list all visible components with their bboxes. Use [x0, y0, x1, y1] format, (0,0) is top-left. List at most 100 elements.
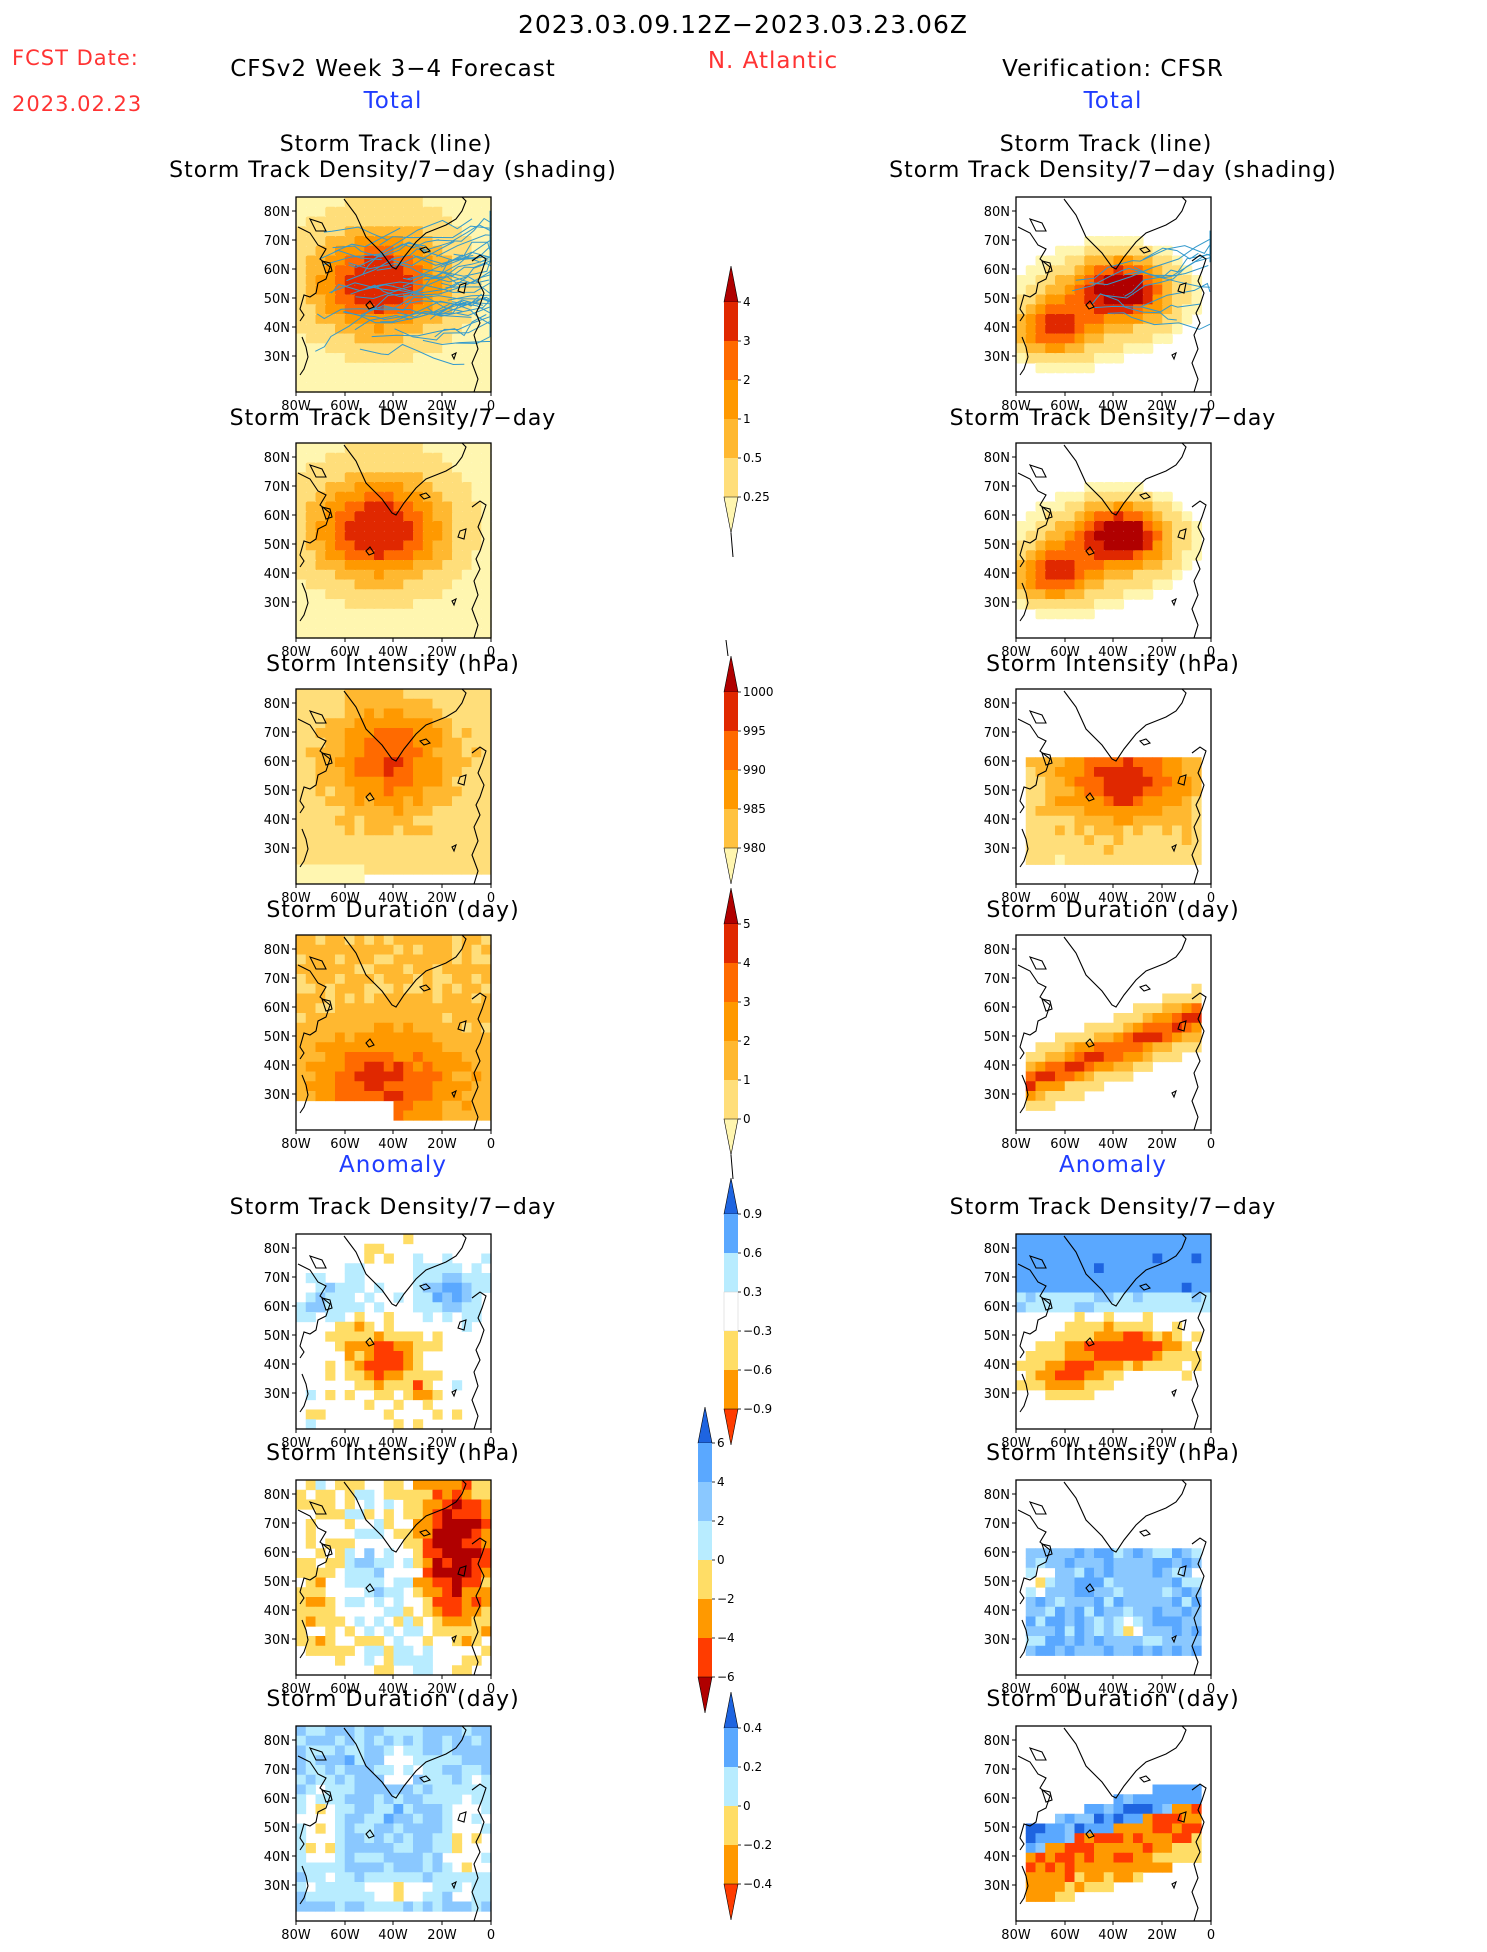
lat-tick-label: 60N [984, 755, 1010, 770]
lon-tick-label: 20W [427, 891, 457, 906]
lat-tick-label: 50N [264, 1821, 290, 1836]
lat-tick-label: 50N [984, 784, 1010, 799]
map-panel-11: 80N 70N 60N 50N 40N 30N 80W 60W 40W 20W 0 [984, 1479, 1215, 1697]
lat-tick-label: 30N [984, 596, 1010, 611]
colorbar-intensity-total: 1000 995 990 985 980 [723, 640, 774, 885]
lon-tick-label: 40W [378, 1928, 408, 1943]
vf-duration-title: Storm Duration (day) [986, 898, 1240, 923]
coastline [297, 442, 487, 639]
colorbar-label: 980 [743, 841, 766, 855]
colorbar-label: 5 [743, 917, 751, 931]
lon-tick-label: 80W [281, 1928, 311, 1943]
lat-tick-label: 60N [984, 263, 1010, 278]
lon-tick-label: 20W [427, 1682, 457, 1697]
coastline [297, 688, 487, 885]
lat-tick-label: 50N [984, 1575, 1010, 1590]
map-panel-6: 80N 70N 60N 50N 40N 30N 80W 60W 40W 20W 0 [264, 934, 495, 1152]
lat-tick-label: 40N [264, 1850, 290, 1865]
colorbar-label: −0.9 [743, 1402, 772, 1416]
colorbar-label: 1 [743, 412, 751, 426]
colorbar-label: 1 [743, 1073, 751, 1087]
lon-tick-label: 40W [1098, 891, 1128, 906]
lon-tick-label: 80W [1001, 399, 1031, 414]
vf-intensity-title: Storm Intensity (hPa) [986, 652, 1240, 677]
lat-tick-label: 80N [264, 1242, 290, 1257]
lat-tick-label: 50N [984, 292, 1010, 307]
lat-tick-label: 50N [984, 1821, 1010, 1836]
lat-tick-label: 30N [984, 1879, 1010, 1894]
lat-tick-label: 40N [264, 1604, 290, 1619]
lon-tick-label: 20W [1147, 1682, 1177, 1697]
coastline [297, 1233, 487, 1430]
lat-tick-label: 40N [984, 321, 1010, 336]
map-panel-12: 80N 70N 60N 50N 40N 30N 80W 60W 40W 20W 0 [264, 1725, 495, 1943]
vf-track-shading-title: Storm Track Density/7−day (shading) [889, 158, 1337, 183]
date-range-title: 2023.03.09.12Z−2023.03.23.06Z [518, 10, 968, 39]
lon-tick-label: 20W [1147, 1137, 1177, 1152]
coastline [1017, 442, 1207, 639]
fc-intensity-anom-title: Storm Intensity (hPa) [266, 1441, 520, 1466]
lat-tick-label: 30N [984, 842, 1010, 857]
colorbar-label: 4 [743, 295, 751, 309]
coastline [1017, 1725, 1207, 1922]
lat-tick-label: 30N [264, 350, 290, 365]
lat-tick-label: 60N [264, 263, 290, 278]
lat-tick-label: 50N [264, 538, 290, 553]
lon-tick-label: 80W [1001, 891, 1031, 906]
colorbar-label: 0.4 [743, 1721, 762, 1735]
lon-tick-label: 40W [378, 1436, 408, 1451]
lon-tick-label: 40W [1098, 1137, 1128, 1152]
lat-tick-label: 70N [264, 726, 290, 741]
lon-tick-label: 60W [330, 1682, 360, 1697]
lon-tick-label: 60W [1050, 645, 1080, 660]
colorbar-label: −0.3 [743, 1324, 772, 1338]
lon-tick-label: 20W [1147, 399, 1177, 414]
lon-tick-label: 40W [1098, 1928, 1128, 1943]
lat-tick-label: 40N [984, 813, 1010, 828]
lat-tick-label: 50N [264, 1575, 290, 1590]
lon-tick-label: 80W [281, 1137, 311, 1152]
map-panel-0: 80N 70N 60N 50N 40N 30N 80W 60W 40W 20W 0 [264, 196, 495, 414]
field-shading [296, 689, 492, 885]
fc-intensity-title: Storm Intensity (hPa) [266, 652, 520, 677]
lon-tick-label: 60W [330, 1436, 360, 1451]
lat-tick-label: 60N [264, 1792, 290, 1807]
lon-tick-label: 0 [1207, 1436, 1215, 1451]
fc-duration-anom-title: Storm Duration (day) [266, 1687, 520, 1712]
lat-tick-label: 60N [264, 1001, 290, 1016]
coastline [1017, 688, 1207, 885]
lat-tick-label: 40N [984, 1358, 1010, 1373]
lat-tick-label: 40N [984, 567, 1010, 582]
lat-tick-label: 80N [984, 451, 1010, 466]
lat-tick-label: 40N [264, 321, 290, 336]
coastline [1017, 1479, 1207, 1676]
lon-tick-label: 60W [1050, 1137, 1080, 1152]
lon-tick-label: 40W [1098, 1682, 1128, 1697]
colorbar-label: 0 [743, 1799, 751, 1813]
lat-tick-label: 40N [984, 1604, 1010, 1619]
map-panel-1: 80N 70N 60N 50N 40N 30N 80W 60W 40W 20W 0 [984, 196, 1215, 414]
map-panel-3: 80N 70N 60N 50N 40N 30N 80W 60W 40W 20W 0 [984, 442, 1215, 660]
colorbar-label: −2 [717, 1592, 735, 1606]
lon-tick-label: 40W [1098, 645, 1128, 660]
lat-tick-label: 80N [264, 1734, 290, 1749]
lon-tick-label: 40W [378, 399, 408, 414]
lat-tick-label: 40N [264, 1059, 290, 1074]
lat-tick-label: 40N [984, 1059, 1010, 1074]
lon-tick-label: 0 [1207, 399, 1215, 414]
lon-tick-label: 0 [487, 891, 495, 906]
colorbar-label: −4 [717, 1631, 735, 1645]
lon-tick-label: 60W [1050, 891, 1080, 906]
lat-tick-label: 80N [264, 1488, 290, 1503]
colorbar-label: −0.6 [743, 1363, 772, 1377]
lon-tick-label: 60W [1050, 1436, 1080, 1451]
lon-tick-label: 40W [1098, 1436, 1128, 1451]
lon-tick-label: 60W [330, 1137, 360, 1152]
lat-tick-label: 60N [264, 1546, 290, 1561]
field-shading [1016, 482, 1203, 620]
lon-tick-label: 60W [330, 399, 360, 414]
field-shading [1025, 1784, 1202, 1902]
fc-duration-title: Storm Duration (day) [266, 898, 520, 923]
vf-density-anom-title: Storm Track Density/7−day [949, 1195, 1277, 1220]
lat-tick-label: 40N [264, 1358, 290, 1373]
